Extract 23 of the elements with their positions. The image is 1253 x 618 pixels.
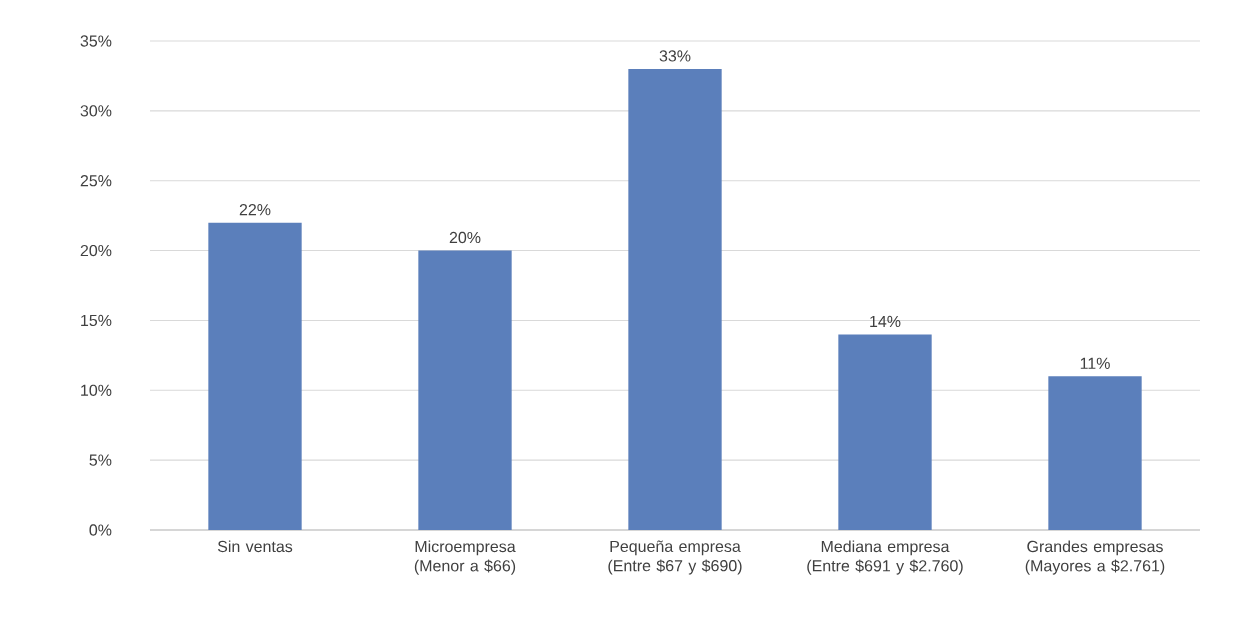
bar (418, 250, 512, 530)
y-tick-label: 5% (89, 454, 112, 466)
data-label: 11% (1080, 357, 1110, 369)
x-tick-label: Grandes empresas (Mayores a $2.761) (1025, 540, 1165, 575)
y-tick-label: 10% (81, 384, 112, 396)
x-tick-label: Sin ventas (217, 540, 293, 553)
y-tick-label: 0% (89, 524, 112, 536)
data-label: 33% (659, 50, 691, 62)
bar (628, 68, 722, 530)
y-tick-label: 30% (80, 105, 112, 117)
y-tick-label: 15% (81, 314, 112, 327)
bar (208, 222, 302, 530)
bar (838, 334, 932, 530)
data-label: 14% (870, 315, 901, 328)
y-tick-label: 35% (80, 35, 112, 47)
data-label: 22% (239, 203, 271, 216)
x-tick-label: Microempresa (Menor a $66) (414, 540, 516, 575)
y-tick-label: 20% (80, 244, 112, 257)
x-tick-label: Pequeña empresa (Entre $67 y $690) (608, 540, 742, 575)
data-label: 20% (449, 231, 481, 244)
x-tick-label: Mediana empresa (Entre $691 y $2.760) (807, 540, 963, 575)
y-tick-label: 25% (80, 175, 112, 187)
bar (1048, 376, 1142, 530)
